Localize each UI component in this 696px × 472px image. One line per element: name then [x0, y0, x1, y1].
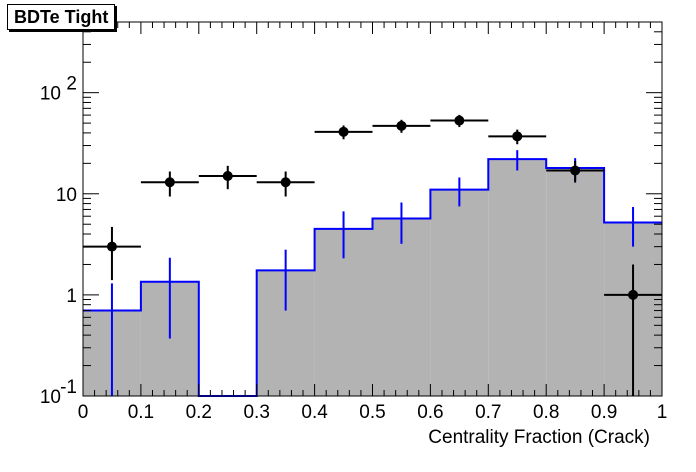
- x-tick-label: 0.2: [186, 402, 212, 423]
- mc-step-line: [83, 158, 662, 397]
- x-tick-label: 0.5: [359, 402, 385, 423]
- y-tick-label: 10: [56, 185, 77, 206]
- x-axis-ticks: 0 0.1 0.2 0.3 0.4 0.5 0.6 0.7 0.8 0.9 1: [78, 22, 668, 423]
- data-point: [222, 170, 233, 181]
- data-point: [628, 289, 639, 300]
- mc-bar: [372, 218, 431, 396]
- data-point: [454, 115, 465, 126]
- mc-bar: [546, 167, 605, 396]
- data-points: [83, 114, 662, 396]
- x-tick-label: 1: [657, 402, 668, 423]
- data-point: [164, 177, 175, 188]
- mc-histogram-errors: [110, 150, 635, 396]
- chart-title: BDTe Tight: [7, 4, 116, 30]
- x-axis-label: Centrality Fraction (Crack): [428, 427, 650, 448]
- data-point: [338, 126, 349, 137]
- mc-histogram-fill: [83, 159, 662, 396]
- y-tick-exponent: -1: [60, 377, 77, 398]
- mc-bar: [488, 159, 547, 396]
- x-tick-label: 0.9: [591, 402, 617, 423]
- data-point: [280, 177, 291, 188]
- mc-bar: [430, 189, 489, 396]
- data-point: [396, 120, 407, 131]
- x-tick-label: 0.1: [128, 402, 154, 423]
- data-point: [512, 131, 523, 142]
- x-tick-label: 0.8: [533, 402, 559, 423]
- mc-histogram-outline: [83, 158, 662, 397]
- x-tick-label: 0.7: [475, 402, 501, 423]
- y-tick-exponent: 2: [66, 74, 77, 95]
- y-tick-label: 1: [66, 286, 77, 307]
- data-point: [570, 165, 581, 176]
- x-tick-label: 0.4: [301, 402, 328, 423]
- y-tick-label: 10: [40, 84, 61, 105]
- y-tick-label: 10: [40, 387, 61, 408]
- x-tick-label: 0.6: [417, 402, 443, 423]
- x-tick-label: 0: [78, 402, 89, 423]
- x-tick-label: 0.3: [243, 402, 269, 423]
- data-point: [106, 241, 117, 252]
